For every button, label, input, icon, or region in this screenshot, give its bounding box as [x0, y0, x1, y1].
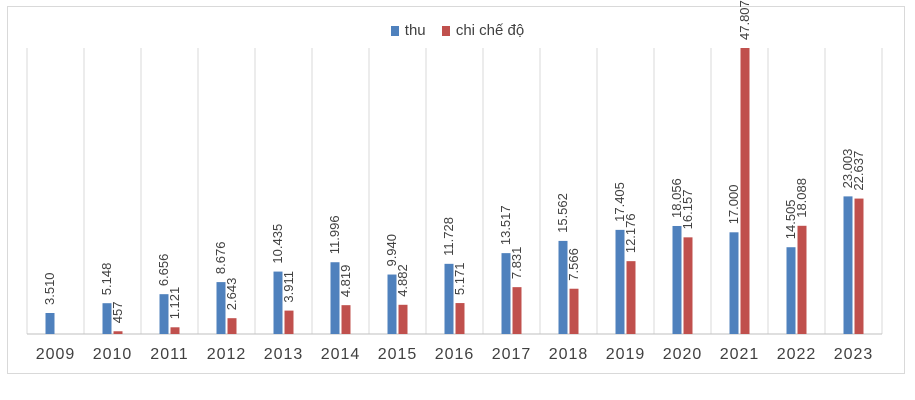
data-label-thu: 17.405	[612, 182, 627, 222]
x-tick-label: 2013	[264, 346, 304, 363]
data-label-thu: 14.505	[783, 199, 798, 239]
bar-chi-che-do	[113, 331, 123, 334]
x-tick-label: 2020	[663, 346, 703, 363]
bar-chi-che-do	[455, 303, 465, 334]
bar-chi-che-do	[398, 304, 408, 334]
data-label-chi-che-do: 4.819	[338, 265, 353, 298]
x-tick-label: 2021	[720, 346, 760, 363]
bar-chi-che-do	[284, 310, 294, 334]
x-tick-label: 2009	[36, 346, 76, 363]
data-label-thu: 17.000	[726, 185, 741, 225]
bar-chi-che-do	[683, 237, 693, 334]
data-label-chi-che-do: 2.643	[224, 278, 239, 311]
data-label-thu: 3.510	[42, 272, 57, 305]
legend-swatch-chi-che-do	[441, 25, 450, 36]
x-tick-label: 2019	[606, 346, 646, 363]
bar-chi-che-do	[740, 48, 750, 334]
bar-chi-che-do	[626, 261, 636, 334]
bar-thu	[102, 303, 112, 334]
data-label-chi-che-do: 47.807	[737, 0, 752, 40]
x-tick-label: 2016	[435, 346, 475, 363]
bar-chi-che-do	[341, 305, 351, 334]
legend-swatch-thu	[390, 25, 399, 36]
data-label-chi-che-do: 22.637	[851, 151, 866, 191]
data-label-thu: 5.148	[99, 263, 114, 296]
x-tick-label: 2011	[150, 346, 188, 363]
bar-thu	[729, 232, 739, 334]
bar-thu	[159, 294, 169, 334]
legend-item-thu: thu	[390, 22, 426, 39]
data-label-thu: 8.676	[213, 242, 228, 275]
x-tick-label: 2014	[321, 346, 361, 363]
data-label-thu: 15.562	[555, 193, 570, 233]
bar-chi-che-do	[797, 225, 807, 334]
data-label-chi-che-do: 18.088	[794, 178, 809, 218]
data-label-thu: 11.728	[441, 217, 456, 256]
bar-thu	[273, 271, 283, 334]
data-label-chi-che-do: 16.157	[680, 190, 695, 230]
x-tick-label: 2010	[93, 346, 133, 363]
bar-chi-che-do	[512, 287, 522, 334]
data-label-thu: 6.656	[156, 254, 171, 287]
legend-item-chi-che-do: chi chế độ	[441, 22, 525, 39]
data-label-thu: 18.056	[669, 178, 684, 218]
data-label-chi-che-do: 7.566	[566, 248, 581, 281]
x-tick-label: 2023	[834, 346, 874, 363]
bar-chi-che-do	[227, 318, 237, 334]
bar-thu	[558, 240, 568, 334]
legend-label-chi-che-do: chi chế độ	[455, 22, 525, 39]
data-label-chi-che-do: 12.176	[623, 213, 638, 253]
bar-thu	[444, 263, 454, 334]
bar-thu	[330, 262, 340, 334]
data-label-chi-che-do: 7.831	[509, 247, 524, 280]
x-tick-label: 2015	[378, 346, 418, 363]
data-label-thu: 23.003	[840, 149, 855, 189]
data-label-thu: 10.435	[270, 224, 285, 264]
data-label-chi-che-do: 1.121	[167, 287, 182, 320]
x-tick-label: 2022	[777, 346, 817, 363]
x-tick-label: 2018	[549, 346, 589, 363]
bar-thu	[672, 225, 682, 334]
legend: thu chi chế độ	[0, 22, 915, 40]
data-label-thu: 9.940	[384, 234, 399, 267]
bar-thu	[45, 313, 55, 334]
data-label-thu: 11.996	[327, 215, 342, 254]
data-label-chi-che-do: 4.882	[395, 264, 410, 297]
legend-label-thu: thu	[404, 22, 426, 39]
data-label-chi-che-do: 457	[110, 302, 125, 324]
data-label-chi-che-do: 3.911	[281, 271, 296, 303]
bar-chi-che-do	[854, 198, 864, 334]
data-label-thu: 13.517	[498, 205, 513, 245]
data-label-chi-che-do: 5.171	[452, 263, 467, 296]
bar-thu	[501, 253, 511, 334]
x-tick-label: 2012	[207, 346, 247, 363]
x-tick-label: 2017	[492, 346, 532, 363]
bar-thu	[615, 229, 625, 334]
bar-thu	[216, 282, 226, 334]
bar-thu	[387, 274, 397, 334]
bar-chi-che-do	[170, 327, 180, 334]
bar-chi-che-do	[569, 288, 579, 334]
bar-thu	[786, 247, 796, 334]
bar-thu	[843, 196, 853, 334]
